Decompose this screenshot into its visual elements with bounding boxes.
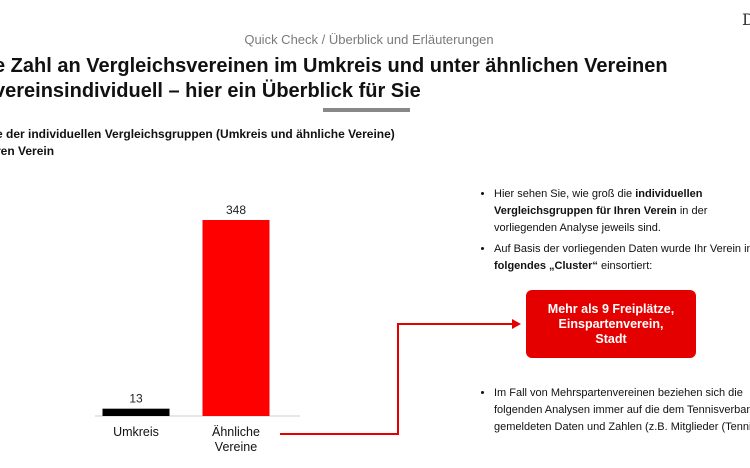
- cluster-box: Mehr als 9 Freiplätze, Einspartenverein,…: [526, 290, 696, 358]
- slide-header: Quick Check / Überblick und Erläuterunge…: [244, 32, 494, 47]
- data-label-2: 348: [226, 203, 246, 217]
- headline-line-2: vereinsindividuell – hier ein Überblick …: [0, 80, 421, 102]
- bullet-item: Auf Basis der vorliegenden Daten wurde I…: [494, 241, 750, 275]
- bullet-item: Im Fall von Mehrspartenvereinen beziehen…: [494, 385, 750, 436]
- logo-mark: D: [742, 10, 750, 29]
- bar-chart: 13 Umkreis 348 Ähnliche Vereine: [95, 203, 300, 454]
- subheading-line-1: e der individuellen Vergleichsgruppen (U…: [0, 127, 395, 141]
- subheading-line-2: ren Verein: [0, 144, 55, 158]
- bar-1: [102, 408, 170, 416]
- data-label-1: 13: [129, 392, 143, 406]
- info-bullets-top: Hier sehen Sie, wie groß die individuell…: [480, 186, 750, 279]
- headline-line-1: e Zahl an Vergleichsvereinen im Umkreis …: [0, 55, 668, 77]
- cluster-text: Mehr als 9 Freiplätze, Einspartenverein,…: [547, 301, 675, 346]
- bar-2: [202, 220, 270, 416]
- category-label-1: Umkreis: [113, 425, 159, 439]
- bullet-item: Hier sehen Sie, wie groß die individuell…: [494, 186, 750, 237]
- category-label-2: Ähnliche Vereine: [212, 425, 260, 454]
- headline-underline: [323, 108, 410, 112]
- arrow-head-icon: [512, 319, 521, 329]
- info-bullets-bottom: Im Fall von Mehrspartenvereinen beziehen…: [480, 385, 750, 440]
